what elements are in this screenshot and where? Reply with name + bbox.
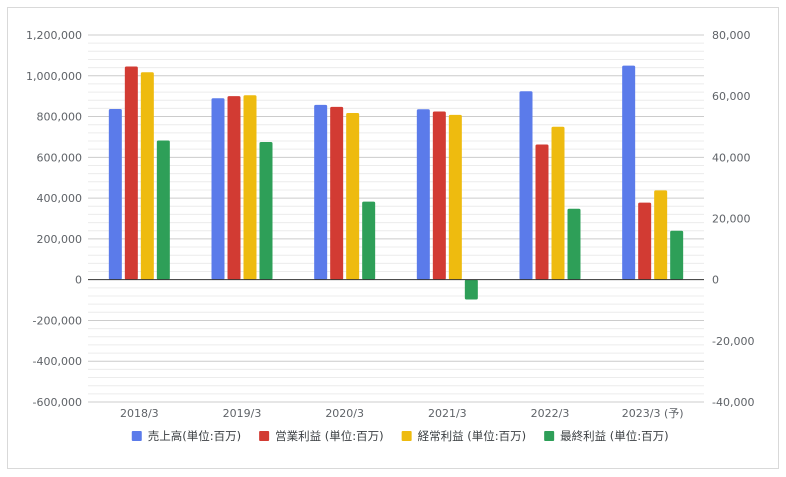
- legend-label: 売上高(単位:百万): [148, 429, 241, 443]
- bar: [416, 109, 430, 280]
- bars: [108, 65, 684, 300]
- right-axis-tick-label: 80,000: [712, 29, 751, 42]
- category-tick-label: 2018/3: [120, 407, 159, 420]
- bar: [464, 279, 478, 300]
- legend-label: 経常利益 (単位:百万): [418, 429, 527, 443]
- legend-swatch: [131, 431, 142, 441]
- right-axis-tick-label: 60,000: [712, 90, 751, 103]
- bar: [535, 144, 549, 280]
- bar: [314, 104, 328, 280]
- bar: [156, 140, 170, 280]
- legend-swatch: [544, 431, 555, 441]
- right-axis-tick-label: 0: [712, 274, 719, 287]
- axes: 1,200,000 1,000,000 800,000 600,000 400,000 2…: [26, 29, 754, 420]
- bar: [551, 126, 565, 280]
- right-axis-tick-label: -40,000: [712, 396, 754, 409]
- chart-container: 1,200,000 1,000,000 800,000 600,000 400,000 2…: [7, 7, 779, 469]
- bar: [448, 114, 462, 280]
- left-axis-tick-label: 1,000,000: [26, 70, 82, 83]
- bar: [211, 98, 225, 280]
- gridlines: [88, 34, 704, 403]
- right-axis-tick-label: -20,000: [712, 335, 754, 348]
- bar: [638, 202, 652, 280]
- legend: 売上高(単位:百万) 営業利益 (単位:百万) 経常利益 (単位:百万) 最終利益 (…: [131, 429, 669, 443]
- bar: [243, 95, 257, 280]
- left-axis-tick-label: 200,000: [37, 233, 83, 246]
- right-axis-tick-label: 20,000: [712, 213, 751, 226]
- legend-swatch: [259, 431, 270, 441]
- category-tick-label: 2019/3: [223, 407, 262, 420]
- bar: [622, 65, 636, 280]
- legend-label: 最終利益 (単位:百万): [560, 429, 669, 443]
- bar: [108, 109, 122, 280]
- bar: [654, 190, 668, 280]
- bar: [670, 230, 684, 280]
- legend-swatch: [401, 431, 412, 441]
- left-axis-tick-label: 600,000: [37, 151, 83, 164]
- left-axis-tick-label: -400,000: [33, 355, 82, 368]
- bar: [346, 112, 360, 280]
- left-axis-tick-label: 0: [75, 274, 82, 287]
- legend-label: 営業利益 (単位:百万): [275, 429, 384, 443]
- left-axis-tick-label: -200,000: [33, 314, 82, 327]
- category-tick-label: 2023/3 (予): [622, 407, 684, 420]
- bar: [259, 142, 273, 280]
- left-axis-tick-label: 1,200,000: [26, 29, 82, 42]
- category-tick-label: 2022/3: [531, 407, 570, 420]
- category-tick-label: 2020/3: [325, 407, 364, 420]
- bar: [362, 201, 376, 280]
- right-axis-tick-label: 40,000: [712, 151, 751, 164]
- bar: [432, 111, 446, 280]
- left-axis-tick-label: 400,000: [37, 192, 83, 205]
- bar: [519, 91, 533, 280]
- bar: [330, 106, 344, 280]
- bar: [227, 96, 241, 280]
- left-axis-tick-label: -600,000: [33, 396, 82, 409]
- bar: [567, 208, 581, 280]
- bar: [124, 66, 138, 280]
- category-tick-label: 2021/3: [428, 407, 467, 420]
- left-axis-tick-label: 800,000: [37, 111, 83, 124]
- bar: [140, 72, 154, 280]
